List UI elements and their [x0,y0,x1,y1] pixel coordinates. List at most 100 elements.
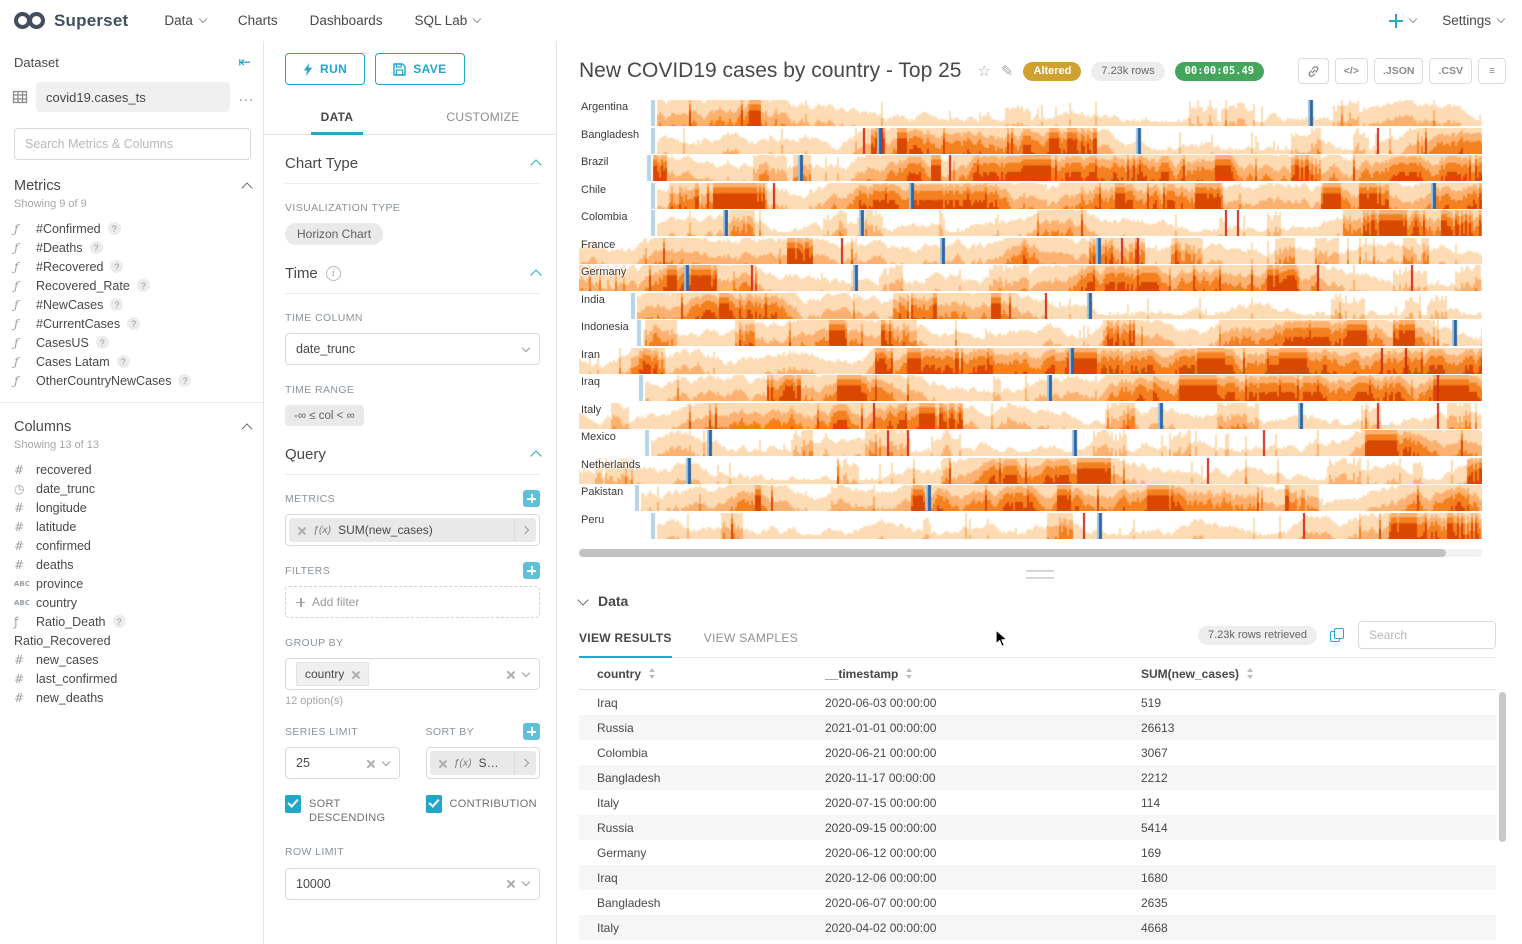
remove-metric-icon[interactable] [297,526,306,535]
tab-data[interactable]: DATA [264,99,410,135]
metric-item[interactable]: ƒ #CurrentCases [14,314,251,333]
vertical-scrollbar[interactable] [1499,692,1506,932]
edit-properties-icon[interactable]: ✎ [1000,62,1014,80]
clear-icon[interactable] [366,759,375,768]
tab-view-samples[interactable]: VIEW SAMPLES [703,631,799,645]
table-row[interactable]: Germany 2020-06-12 00:00:00 169 [579,840,1496,865]
table-row[interactable]: Russia 2021-01-01 00:00:00 26613 [579,715,1496,740]
column-item[interactable]: ◷ date_trunc [14,479,251,498]
nav-item[interactable]: Data [164,13,208,28]
collapse-columns-icon[interactable] [241,422,253,435]
sort-descending-checkbox[interactable]: SORT DESCENDING [285,795,400,826]
horizon-series-row[interactable]: Pakistan [579,485,1482,513]
sort-icon[interactable] [648,667,657,680]
metric-item[interactable]: ƒ #Confirmed [14,219,251,238]
time-column-select[interactable]: date_trunc [285,333,540,365]
horizon-series-row[interactable]: Iran [579,347,1482,376]
add-metric-button[interactable] [523,490,540,507]
sort-icon[interactable] [1246,667,1255,680]
metric-item[interactable]: ƒ #Recovered [14,257,251,276]
collapse-panel-icon[interactable]: ⇤ [238,54,251,71]
clear-icon[interactable] [506,670,515,679]
group-by-select[interactable]: country [285,658,540,690]
nav-item[interactable]: SQL Lab [414,13,482,28]
column-header[interactable]: __timestamp [825,658,1141,689]
embed-code-button[interactable]: </> [1334,58,1368,84]
export-json-button[interactable]: .JSON [1373,58,1424,84]
viz-type-value[interactable]: Horizon Chart [285,223,384,245]
column-item[interactable]: # new_deaths [14,688,251,707]
column-item[interactable]: ƒ Ratio_Death [14,612,251,631]
new-item-button[interactable] [1389,13,1418,28]
row-limit-select[interactable]: 10000 [285,867,540,900]
collapse-section-icon[interactable] [530,159,542,171]
metric-item[interactable]: ƒ Recovered_Rate [14,276,251,295]
table-row[interactable]: Bangladesh 2020-11-17 00:00:00 2212 [579,765,1496,790]
horizon-series-row[interactable]: Mexico [579,430,1482,458]
table-row[interactable]: Iraq 2020-12-06 00:00:00 1680 [579,865,1496,890]
tab-customize[interactable]: CUSTOMIZE [446,110,520,124]
metric-control[interactable]: ƒ(x) SUM(new_cases) [285,514,540,546]
column-item[interactable]: Ratio_Recovered [14,631,251,650]
column-item[interactable]: # last_confirmed [14,669,251,688]
contribution-checkbox[interactable]: CONTRIBUTION [425,795,541,826]
add-filter-dropzone[interactable]: Add filter [285,586,540,618]
results-search-input[interactable] [1358,621,1496,649]
chevron-right-icon[interactable] [520,525,530,535]
remove-sort-icon[interactable] [438,759,447,768]
run-button[interactable]: RUN [285,53,366,85]
horizon-series-row[interactable]: India [579,292,1482,321]
column-item[interactable]: # deaths [14,555,251,574]
data-collapse-header[interactable]: Data [577,591,1496,611]
column-item[interactable]: # latitude [14,517,251,536]
clear-icon[interactable] [506,879,515,888]
horizon-series-row[interactable]: Netherlands [579,457,1482,486]
table-row[interactable]: Italy 2020-07-15 00:00:00 114 [579,790,1496,815]
copy-to-clipboard-icon[interactable] [1330,627,1345,643]
table-row[interactable]: Bangladesh 2020-06-07 00:00:00 2635 [579,890,1496,915]
metrics-columns-search-input[interactable] [14,128,251,160]
scrollbar-thumb[interactable] [1499,692,1506,842]
horizon-series-row[interactable]: Peru [579,512,1482,541]
collapse-section-icon[interactable] [530,269,542,281]
chart-horizontal-scrollbar[interactable] [579,549,1482,557]
sort-by-control[interactable]: ƒ(x) SUM(... [425,747,540,779]
table-row[interactable]: Italy 2020-04-02 00:00:00 4668 [579,915,1496,940]
remove-tag-icon[interactable] [351,670,360,679]
add-filter-button[interactable] [523,562,540,579]
favorite-star-icon[interactable]: ☆ [977,62,991,80]
metric-item[interactable]: ƒ OtherCountryNewCases [14,371,251,390]
horizon-series-row[interactable]: Argentina [579,100,1482,128]
collapse-metrics-icon[interactable] [241,181,253,194]
horizon-series-row[interactable]: Iraq [579,375,1482,403]
settings-menu[interactable]: Settings [1442,13,1506,28]
metric-item[interactable]: ƒ Cases Latam [14,352,251,371]
save-button[interactable]: SAVE [375,53,465,85]
column-item[interactable]: # confirmed [14,536,251,555]
metric-item[interactable]: ƒ CasesUS [14,333,251,352]
altered-badge[interactable]: Altered [1023,61,1082,81]
horizon-series-row[interactable]: Germany [579,265,1482,293]
tab-view-results[interactable]: VIEW RESULTS [579,619,672,658]
checkbox-checked-icon[interactable] [425,795,442,813]
horizon-series-row[interactable]: France [579,237,1482,266]
panel-resize-handle[interactable] [1025,570,1054,579]
sort-icon[interactable] [905,667,914,680]
sort-by-pill[interactable]: ƒ(x) SUM(... [429,751,536,775]
horizon-chart[interactable]: Argentina Bangladesh Brazil Chile Colomb… [579,100,1482,540]
column-header[interactable]: country [579,658,825,689]
table-row[interactable]: Colombia 2020-06-21 00:00:00 3067 [579,740,1496,765]
group-by-tag[interactable]: country [296,662,370,686]
chart-menu-button[interactable]: ≡ [1478,58,1506,84]
horizon-series-row[interactable]: Indonesia [579,320,1482,348]
collapse-section-icon[interactable] [530,450,542,462]
column-item[interactable]: # new_cases [14,650,251,669]
horizon-series-row[interactable]: Brazil [579,155,1482,183]
column-item[interactable]: ABC province [14,574,251,593]
checkbox-checked-icon[interactable] [285,795,301,813]
nav-item[interactable]: Charts [238,13,278,28]
column-header[interactable]: SUM(new_cases) [1141,658,1496,689]
column-item[interactable]: # longitude [14,498,251,517]
superset-logo[interactable]: Superset [14,11,128,31]
add-sort-button[interactable] [523,723,540,740]
